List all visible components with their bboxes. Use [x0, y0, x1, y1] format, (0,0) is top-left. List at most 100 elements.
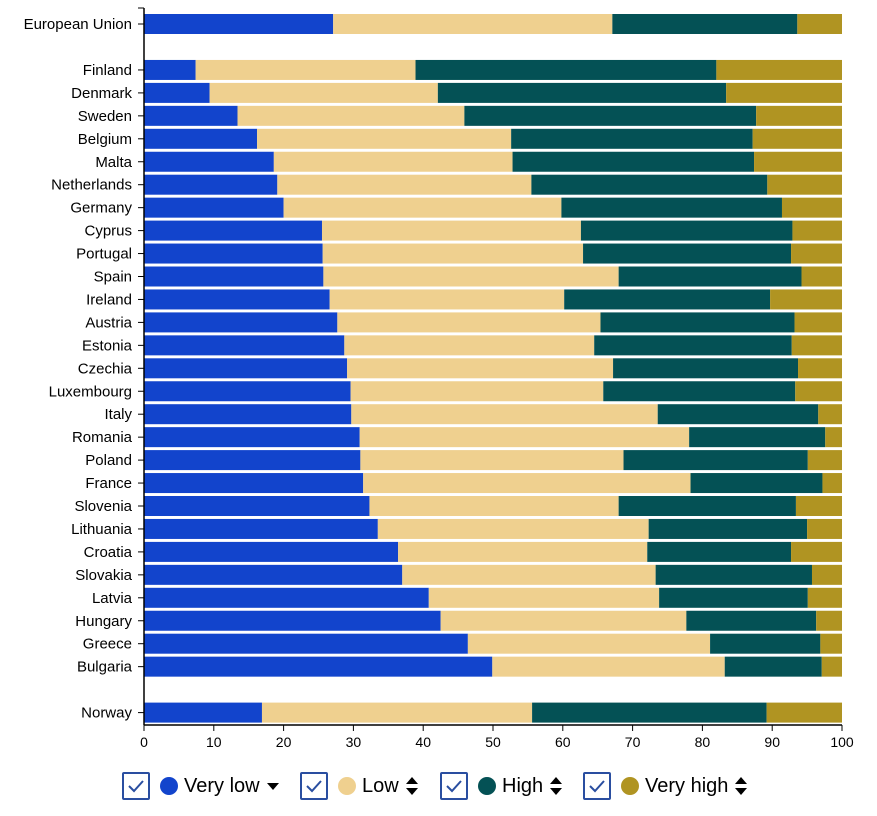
bar-sweden-very-high[interactable] — [756, 105, 842, 126]
bar-belgium-very-low[interactable] — [144, 128, 258, 149]
bar-norway-low[interactable] — [261, 702, 533, 723]
bar-finland-low[interactable] — [195, 59, 416, 80]
bar-slovakia-high[interactable] — [655, 564, 812, 585]
bar-austria-very-high[interactable] — [794, 312, 842, 333]
bar-netherlands-very-high[interactable] — [767, 174, 842, 195]
bar-spain-low[interactable] — [323, 266, 619, 287]
bar-spain-high[interactable] — [618, 266, 802, 287]
sort-both-icon[interactable] — [405, 775, 419, 797]
bar-estonia-low[interactable] — [344, 335, 595, 356]
bar-poland-very-low[interactable] — [144, 450, 361, 471]
bar-norway-high[interactable] — [532, 702, 767, 723]
bar-ireland-high[interactable] — [564, 289, 771, 310]
bar-croatia-low[interactable] — [398, 541, 648, 562]
checkbox-very-low[interactable] — [122, 772, 150, 800]
bar-czechia-very-high[interactable] — [798, 358, 842, 379]
bar-luxembourg-very-high[interactable] — [795, 381, 842, 402]
bar-slovakia-low[interactable] — [402, 564, 656, 585]
bar-slovakia-very-high[interactable] — [811, 564, 842, 585]
bar-ireland-very-low[interactable] — [144, 289, 330, 310]
bar-malta-very-high[interactable] — [754, 151, 842, 172]
legend-item-high[interactable]: High — [440, 766, 563, 806]
bar-finland-high[interactable] — [415, 59, 717, 80]
bar-france-very-low[interactable] — [144, 473, 364, 494]
bar-portugal-very-high[interactable] — [791, 243, 842, 264]
bar-netherlands-low[interactable] — [277, 174, 532, 195]
bar-malta-low[interactable] — [273, 151, 513, 172]
bar-greece-high[interactable] — [710, 633, 821, 654]
bar-lithuania-high[interactable] — [648, 518, 808, 539]
bar-germany-low[interactable] — [283, 197, 562, 218]
bar-denmark-low[interactable] — [209, 82, 438, 103]
bar-luxembourg-very-low[interactable] — [144, 381, 351, 402]
bar-greece-very-low[interactable] — [144, 633, 468, 654]
bar-luxembourg-high[interactable] — [603, 381, 796, 402]
bar-norway-very-high[interactable] — [766, 702, 842, 723]
bar-italy-very-low[interactable] — [144, 404, 352, 425]
bar-cyprus-very-low[interactable] — [144, 220, 322, 241]
bar-norway-very-low[interactable] — [144, 702, 262, 723]
bar-european-union-high[interactable] — [612, 14, 798, 34]
bar-slovenia-low[interactable] — [369, 496, 619, 516]
bar-denmark-very-high[interactable] — [726, 82, 842, 103]
bar-greece-very-high[interactable] — [820, 633, 842, 654]
bar-hungary-low[interactable] — [440, 610, 687, 631]
legend-item-very-low[interactable]: Very low — [122, 766, 280, 806]
bar-germany-high[interactable] — [561, 197, 782, 218]
bar-belgium-high[interactable] — [511, 128, 753, 149]
bar-italy-low[interactable] — [351, 404, 658, 425]
bar-latvia-very-low[interactable] — [144, 587, 429, 608]
bar-czechia-low[interactable] — [347, 358, 614, 379]
sort-descending-icon[interactable] — [266, 775, 280, 797]
bar-denmark-high[interactable] — [437, 82, 727, 103]
bar-croatia-high[interactable] — [647, 541, 792, 562]
bar-finland-very-high[interactable] — [716, 59, 842, 80]
bar-hungary-very-high[interactable] — [816, 610, 842, 631]
bar-austria-low[interactable] — [337, 312, 601, 333]
bar-austria-high[interactable] — [600, 312, 795, 333]
bar-ireland-very-high[interactable] — [770, 289, 842, 310]
bar-bulgaria-low[interactable] — [492, 656, 725, 677]
bar-portugal-high[interactable] — [583, 243, 792, 264]
bar-latvia-low[interactable] — [428, 587, 660, 608]
bar-hungary-high[interactable] — [686, 610, 817, 631]
bar-romania-very-high[interactable] — [825, 427, 842, 448]
bar-poland-low[interactable] — [360, 450, 624, 471]
bar-lithuania-very-high[interactable] — [807, 518, 842, 539]
bar-spain-very-high[interactable] — [801, 266, 842, 287]
legend-item-very-high[interactable]: Very high — [583, 766, 748, 806]
bar-bulgaria-high[interactable] — [724, 656, 822, 677]
bar-estonia-very-high[interactable] — [791, 335, 842, 356]
bar-belgium-low[interactable] — [257, 128, 512, 149]
bar-sweden-low[interactable] — [237, 105, 465, 126]
bar-netherlands-high[interactable] — [531, 174, 768, 195]
bar-germany-very-high[interactable] — [781, 197, 842, 218]
bar-sweden-high[interactable] — [464, 105, 757, 126]
bar-czechia-high[interactable] — [613, 358, 799, 379]
bar-hungary-very-low[interactable] — [144, 610, 441, 631]
bar-sweden-very-low[interactable] — [144, 105, 238, 126]
bar-malta-very-low[interactable] — [144, 151, 274, 172]
checkbox-very-high[interactable] — [583, 772, 611, 800]
bar-romania-high[interactable] — [689, 427, 826, 448]
bar-france-low[interactable] — [363, 473, 691, 494]
bar-estonia-high[interactable] — [594, 335, 792, 356]
bar-france-very-high[interactable] — [822, 473, 842, 494]
bar-romania-low[interactable] — [359, 427, 690, 448]
bar-spain-very-low[interactable] — [144, 266, 324, 287]
bar-poland-high[interactable] — [623, 450, 808, 471]
bar-luxembourg-low[interactable] — [350, 381, 604, 402]
bar-finland-very-low[interactable] — [144, 59, 196, 80]
bar-lithuania-low[interactable] — [377, 518, 649, 539]
bar-portugal-very-low[interactable] — [144, 243, 323, 264]
bar-cyprus-high[interactable] — [580, 220, 793, 241]
bar-portugal-low[interactable] — [322, 243, 584, 264]
bar-france-high[interactable] — [690, 473, 823, 494]
bar-denmark-very-low[interactable] — [144, 82, 210, 103]
bar-estonia-very-low[interactable] — [144, 335, 345, 356]
legend-item-low[interactable]: Low — [300, 766, 419, 806]
bar-austria-very-low[interactable] — [144, 312, 338, 333]
bar-czechia-very-low[interactable] — [144, 358, 348, 379]
checkbox-low[interactable] — [300, 772, 328, 800]
bar-bulgaria-very-low[interactable] — [144, 656, 493, 677]
